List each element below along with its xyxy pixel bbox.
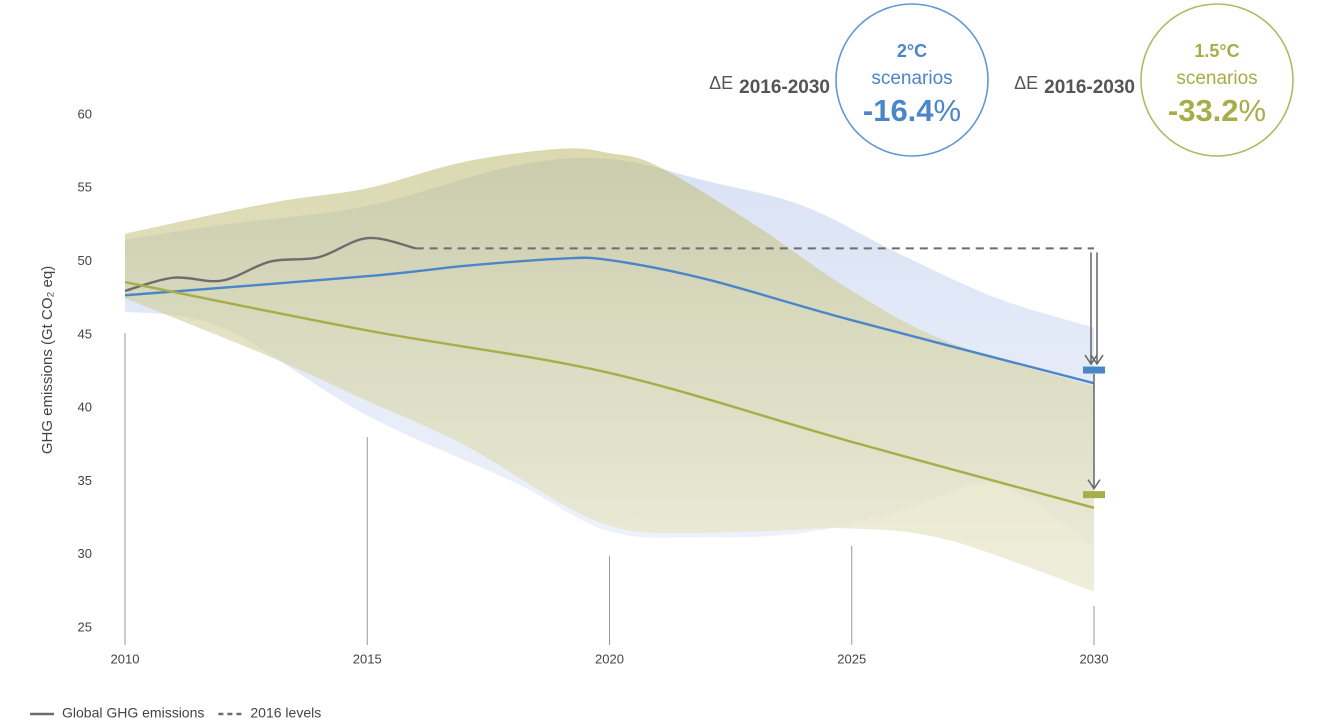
legend: Global GHG emissions 2016 levels [30,705,321,721]
change-unit: % [1239,93,1267,128]
y-tick-label: 35 [78,473,92,488]
prefix: ΔE [709,73,733,93]
y-tick-label: 60 [78,106,92,121]
marker [1083,366,1105,374]
scenario: 1.5°C [1194,41,1239,61]
change-value: -33.2 [1168,93,1239,128]
scenario-boxes: 2016-2030 ΔE 2°C scenarios -16.4% 2016-2030 ΔE… [709,3,1294,157]
x-tick-label: 2010 [111,651,140,666]
arrow-head [1084,354,1098,366]
marker [1083,491,1105,499]
change-unit: % [934,93,962,128]
change-label: -33.2% [1168,93,1266,128]
x-tick-label: 2025 [837,651,866,666]
y-tick-label: 25 [78,619,92,634]
line [124,256,1095,385]
change-value: -16.4 [863,93,934,128]
y-tick-label: 45 [78,326,92,341]
x-tick-label: 2030 [1080,651,1109,666]
scenario-subtitle: scenarios [1176,68,1257,89]
legend-label: 2016 levels [250,705,321,721]
scenario-subtitle: scenarios [871,68,952,89]
line [124,236,416,293]
x-tick-label: 2020 [595,651,624,666]
arrow-head [1087,479,1101,490]
period: 2016-2030 [1044,77,1135,98]
scenario: 2°C [897,41,927,61]
y-tick-label: 40 [78,400,92,415]
change-label: -16.4% [863,93,961,128]
legend-label: Global GHG emissions [62,705,204,721]
arrow-head [1090,354,1104,366]
y-tick-label: 30 [78,546,92,561]
lines [124,236,1105,509]
range-band-fade [125,148,1094,592]
line [124,280,1095,509]
prefix: ΔE [1014,73,1038,93]
y-axis-label: GHG emissions (Gt CO₂ eq) [39,266,56,454]
y-tick-label: 55 [78,180,92,195]
period: 2016-2030 [739,77,830,98]
bands [125,148,1094,592]
scenario-circle [835,3,989,157]
scenario-circle [1140,3,1294,157]
x-tick-label: 2015 [353,651,382,666]
y-tick-label: 50 [78,253,92,268]
ticks: 25 30 35 40 45 50 55 60 2010 2015 2020 2025 2030 [78,106,1109,666]
